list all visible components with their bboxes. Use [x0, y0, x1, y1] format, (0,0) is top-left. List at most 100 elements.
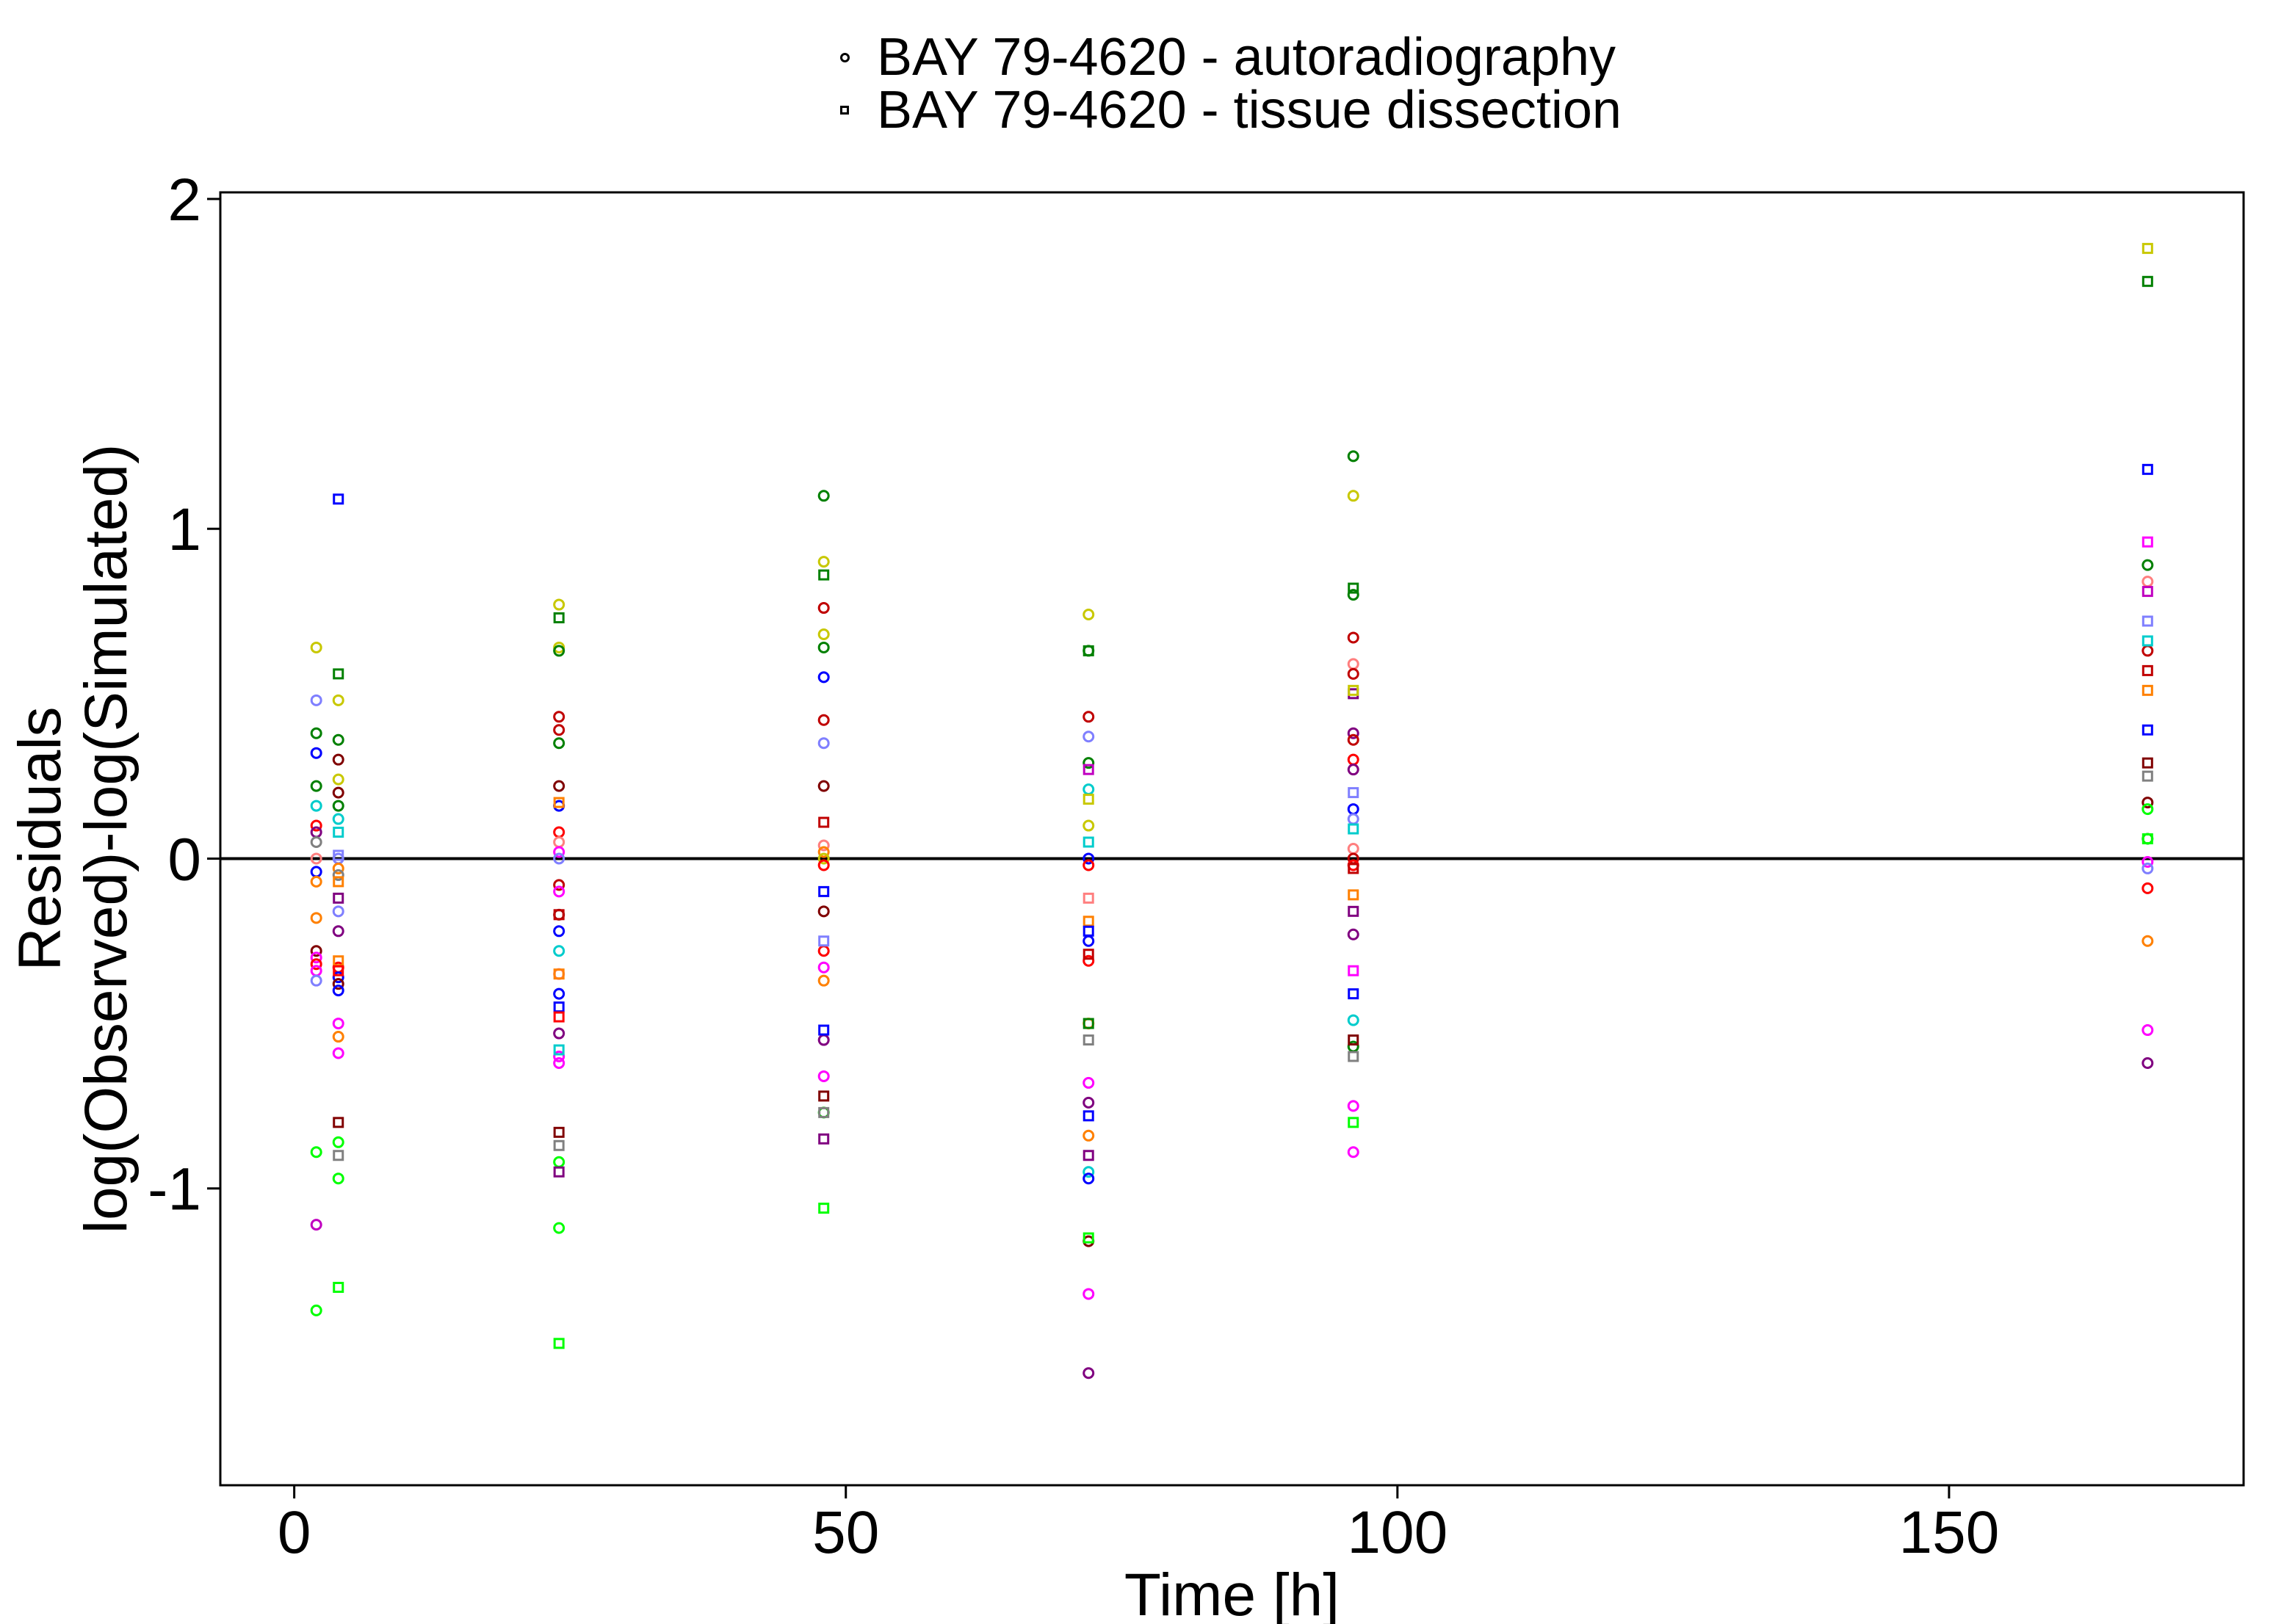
- autoradiography-point: [310, 1146, 322, 1159]
- tissue-dissection-point: [333, 493, 344, 505]
- legend-label-tissue-dissection: BAY 79-4620 - tissue dissection: [877, 81, 1622, 139]
- legend-label-autoradiography: BAY 79-4620 - autoradiography: [877, 28, 1616, 87]
- tissue-dissection-point: [333, 1150, 344, 1161]
- tissue-dissection-point: [1083, 1018, 1094, 1029]
- tissue-dissection-point: [553, 1044, 565, 1056]
- autoradiography-point: [310, 912, 322, 924]
- autoradiography-point: [817, 602, 830, 615]
- tissue-dissection-point: [2142, 664, 2153, 676]
- autoradiography-point: [2142, 882, 2154, 894]
- legend-circle-icon: [823, 31, 867, 84]
- autoradiography-point: [1347, 803, 1359, 816]
- autoradiography-point: [1347, 928, 1359, 940]
- x-tick-label: 0: [278, 1499, 311, 1566]
- autoradiography-point: [310, 951, 322, 964]
- y-tick-label: 2: [167, 167, 201, 233]
- autoradiography-point: [2142, 1056, 2154, 1069]
- autoradiography-point: [1083, 859, 1095, 871]
- autoradiography-point: [332, 694, 344, 706]
- autoradiography-point: [2142, 645, 2154, 657]
- autoradiography-point: [817, 714, 830, 726]
- autoradiography-point: [310, 958, 322, 971]
- autoradiography-point: [817, 641, 830, 653]
- tissue-dissection-point: [333, 849, 344, 861]
- tissue-dissection-point: [2142, 770, 2153, 782]
- tissue-dissection-point: [1348, 684, 1359, 696]
- autoradiography-point: [817, 628, 830, 640]
- tissue-dissection-point: [1348, 863, 1359, 874]
- tissue-dissection-point: [2142, 757, 2153, 769]
- autoradiography-point: [332, 925, 344, 938]
- autoradiography-point: [817, 852, 830, 865]
- tissue-dissection-point: [1348, 823, 1359, 835]
- autoradiography-point: [1347, 490, 1359, 502]
- autoradiography-point: [310, 727, 322, 739]
- autoradiography-point: [332, 905, 344, 918]
- tissue-dissection-point: [2142, 275, 2153, 287]
- tissue-dissection-point: [1083, 645, 1094, 656]
- tissue-dissection-point: [1083, 1034, 1094, 1046]
- autoradiography-point: [332, 985, 344, 997]
- autoradiography-point: [332, 813, 344, 825]
- autoradiography-point: [332, 1172, 344, 1185]
- tissue-dissection-point: [1348, 1034, 1359, 1046]
- tissue-dissection-point: [1083, 1150, 1094, 1161]
- tissue-dissection-point: [553, 797, 565, 808]
- x-axis: 0 50 100 150: [278, 1485, 1999, 1566]
- autoradiography-point: [817, 737, 830, 750]
- tissue-dissection-point: [333, 892, 344, 904]
- y-axis-label-line2: log(Observed)-log(Simulated): [73, 444, 140, 1234]
- y-tick-label: 1: [167, 496, 201, 563]
- autoradiography-point: [1083, 1096, 1095, 1109]
- autoradiography-point: [1347, 753, 1359, 766]
- autoradiography-point: [1083, 757, 1095, 769]
- autoradiography-point: [1347, 813, 1359, 825]
- autoradiography-point: [1347, 667, 1359, 680]
- autoradiography-point: [1347, 764, 1359, 776]
- tissue-dissection-point: [1083, 892, 1094, 904]
- y-axis: -1 0 1 2: [148, 167, 220, 1223]
- autoradiography-point: [553, 987, 565, 1000]
- autoradiography-point: [332, 1136, 344, 1148]
- x-tick-label: 150: [1899, 1499, 2000, 1566]
- autoradiography-point: [553, 852, 565, 865]
- autoradiography-point: [2142, 803, 2154, 816]
- autoradiography-point: [1083, 1288, 1095, 1300]
- tissue-dissection-point: [2142, 615, 2153, 627]
- autoradiography-point: [817, 780, 830, 792]
- tissue-dissection-point: [553, 612, 565, 624]
- autoradiography-point: [310, 641, 322, 653]
- autoradiography-point: [553, 1056, 565, 1069]
- autoradiography-point: [1083, 1129, 1095, 1142]
- autoradiography-point: [310, 1304, 322, 1316]
- autoradiography-point: [1083, 711, 1095, 723]
- tissue-dissection-point: [818, 569, 830, 581]
- autoradiography-point: [1347, 727, 1359, 739]
- autoradiography-point: [817, 839, 830, 852]
- legend-entry-autoradiography: BAY 79-4620 - autoradiography: [823, 31, 1622, 84]
- tissue-dissection-point: [333, 965, 344, 976]
- plot-panel: [219, 191, 2245, 1487]
- tissue-dissection-point: [818, 1090, 830, 1102]
- tissue-dissection-point: [818, 1203, 830, 1214]
- tissue-dissection-point: [333, 827, 344, 838]
- tissue-dissection-point: [2142, 635, 2153, 647]
- tissue-dissection-point: [1348, 965, 1359, 976]
- autoradiography-point: [310, 1219, 322, 1231]
- autoradiography-point: [1347, 842, 1359, 855]
- tissue-dissection-point: [553, 1001, 565, 1013]
- autoradiography-point: [1347, 450, 1359, 463]
- autoradiography-point: [1347, 631, 1359, 644]
- autoradiography-point: [553, 945, 565, 957]
- autoradiography-point: [553, 780, 565, 792]
- tissue-dissection-point: [553, 909, 565, 921]
- x-axis-label: Time [h]: [1124, 1562, 1340, 1624]
- autoradiography-point: [553, 724, 565, 736]
- autoradiography-point: [332, 800, 344, 812]
- autoradiography-point: [310, 866, 322, 878]
- tissue-dissection-point: [553, 1338, 565, 1349]
- tissue-dissection-point: [1083, 925, 1094, 937]
- autoradiography-point: [332, 1018, 344, 1030]
- autoradiography-point: [310, 852, 322, 865]
- autoradiography-point: [817, 1034, 830, 1046]
